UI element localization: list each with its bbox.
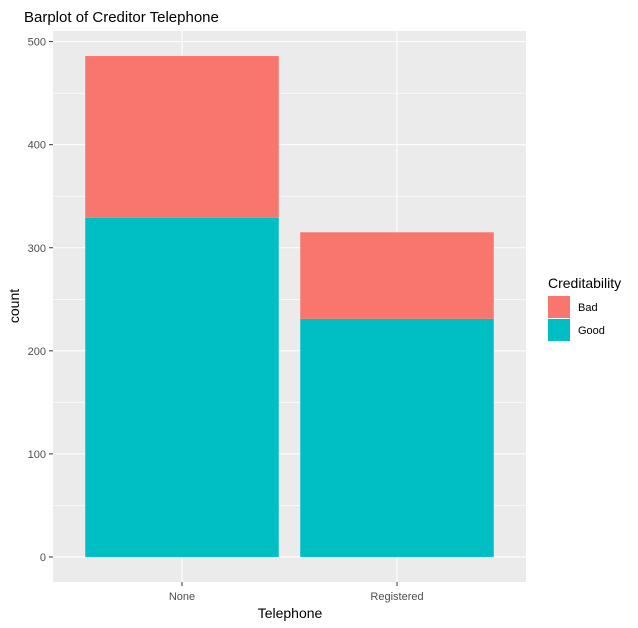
bar-registered-good — [300, 318, 494, 557]
y-tick-label: 300 — [28, 243, 46, 255]
x-tick-label: None — [169, 591, 195, 603]
x-axis-ticks: None Registered — [169, 582, 424, 603]
legend-label-good: Good — [578, 325, 605, 337]
legend-title: Creditability — [548, 275, 621, 291]
y-axis-ticks: 0 100 200 300 400 500 — [28, 37, 53, 564]
x-tick-label: Registered — [370, 591, 423, 603]
y-tick-label: 200 — [28, 346, 46, 358]
bars — [85, 56, 494, 557]
y-tick-label: 0 — [40, 552, 46, 564]
legend-key-good — [548, 319, 570, 341]
bar-none-good — [85, 217, 279, 557]
x-axis-title: Telephone — [258, 605, 323, 621]
chart-title: Barplot of Creditor Telephone — [24, 9, 219, 26]
y-axis-title: count — [6, 289, 22, 323]
y-tick-label: 500 — [28, 37, 46, 49]
y-tick-label: 400 — [28, 140, 46, 152]
y-tick-label: 100 — [28, 449, 46, 461]
bar-none-bad — [85, 56, 279, 218]
legend-label-bad: Bad — [578, 302, 598, 314]
legend-key-bad — [548, 296, 570, 318]
legend: Creditability Bad Good — [548, 275, 621, 341]
bar-registered-bad — [300, 232, 494, 319]
